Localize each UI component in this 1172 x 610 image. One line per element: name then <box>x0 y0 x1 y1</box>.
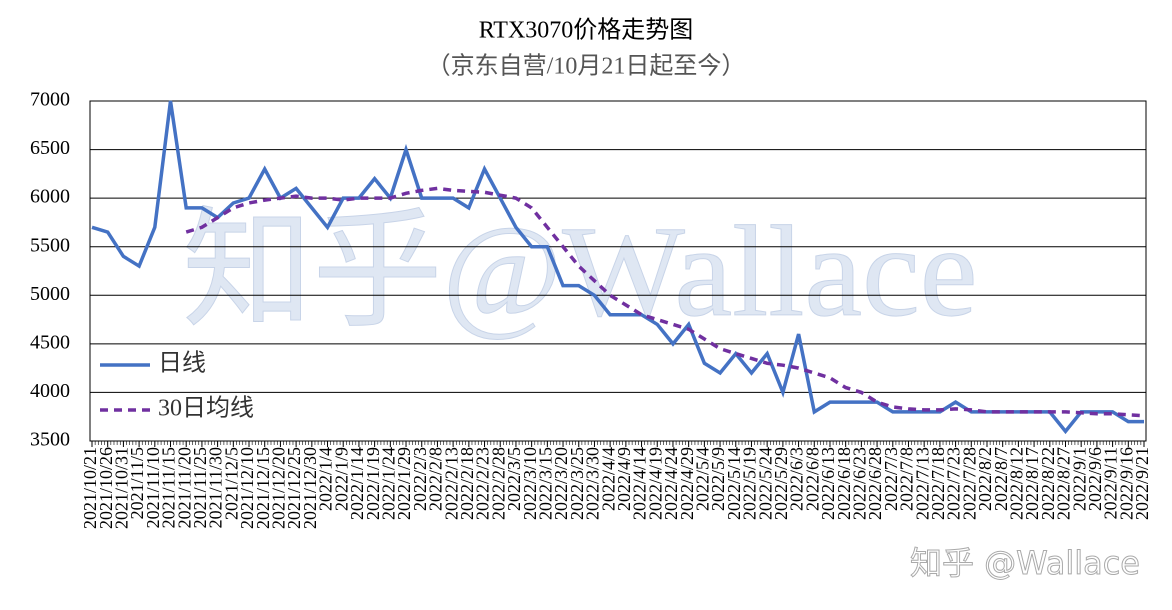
series-line <box>185 186 1145 418</box>
x-tick-label: 2022/1/14 <box>347 447 367 520</box>
x-tick-label: 2022/2/18 <box>457 447 477 520</box>
x-tick-label: 2022/6/23 <box>849 447 869 520</box>
y-tick-label: 5500 <box>30 234 70 256</box>
x-tick-label: 2022/3/25 <box>567 447 587 520</box>
x-tick-label: 2022/4/29 <box>677 447 697 520</box>
x-tick-label: 2022/5/14 <box>724 447 744 520</box>
x-tick-label: 2021/11/10 <box>143 447 163 528</box>
x-tick-label: 2022/6/28 <box>865 447 885 520</box>
x-tick-label: 2022/3/10 <box>520 447 540 520</box>
x-tick-label: 2022/8/7 <box>991 447 1011 511</box>
x-tick-label: 2022/3/20 <box>551 447 571 520</box>
x-tick-label: 2022/6/18 <box>834 447 854 520</box>
plot-frame <box>89 100 1147 442</box>
x-tick-label: 2022/3/30 <box>583 447 603 520</box>
x-tick-label: 2022/4/24 <box>661 447 681 520</box>
y-tick-label: 4500 <box>30 331 70 353</box>
x-tick-label: 2021/12/30 <box>300 447 320 529</box>
x-tick-label: 2021/10/26 <box>96 447 116 529</box>
x-tick-label: 2022/2/13 <box>441 447 461 520</box>
x-tick-label: 2022/3/5 <box>504 447 524 511</box>
x-tick-label: 2022/2/28 <box>488 447 508 520</box>
y-tick-label: 5000 <box>30 283 70 305</box>
x-tick-label: 2021/10/21 <box>80 447 100 529</box>
x-tick-label: 2022/7/8 <box>897 447 917 511</box>
x-tick-label: 2021/10/31 <box>112 447 132 529</box>
x-tick-label: 2022/9/11 <box>1101 447 1121 519</box>
chart-title: RTX3070价格走势图 <box>479 17 694 44</box>
x-tick-label: 2022/8/17 <box>1022 447 1042 520</box>
x-tick-label: 2021/12/15 <box>253 447 273 529</box>
x-tick-label: 2022/1/9 <box>331 447 351 511</box>
x-tick-label: 2022/6/8 <box>802 447 822 511</box>
x-tick-label: 2022/7/23 <box>944 447 964 520</box>
y-tick-label: 4000 <box>30 380 70 402</box>
x-tick-label: 2021/11/5 <box>127 447 147 519</box>
x-tick-label: 2022/9/21 <box>1132 447 1152 520</box>
y-tick-label: 6000 <box>30 186 70 208</box>
x-tick-label: 2022/3/15 <box>535 447 555 520</box>
x-tick-label: 2021/12/20 <box>269 447 289 529</box>
x-tick-label: 2022/1/24 <box>378 447 398 520</box>
x-tick-label: 2022/8/27 <box>1054 447 1074 520</box>
x-tick-label: 2022/4/14 <box>630 447 650 520</box>
x-tick-label: 2022/4/9 <box>614 447 634 511</box>
x-tick-label: 2022/5/29 <box>771 447 791 520</box>
x-tick-label: 2022/8/2 <box>975 447 995 511</box>
y-tick-label: 7000 <box>30 89 70 111</box>
y-tick-label: 3500 <box>30 429 70 451</box>
watermark: 知乎@Wallace <box>182 200 977 344</box>
footer-watermark: 知乎 @Wallace <box>910 544 1140 582</box>
x-tick-label: 2022/6/13 <box>818 447 838 520</box>
chart-subtitle: （京东自营/10月21日起至今） <box>427 53 746 80</box>
x-tick-label: 2022/9/1 <box>1069 447 1089 511</box>
y-tick-label: 6500 <box>30 137 70 159</box>
x-tick-label: 2022/7/28 <box>959 447 979 520</box>
x-tick-label: 2022/2/8 <box>426 447 446 511</box>
x-tick-label: 2022/7/13 <box>912 447 932 520</box>
x-tick-label: 2021/12/5 <box>221 447 241 520</box>
x-tick-label: 2021/12/25 <box>284 447 304 529</box>
x-tick-label: 2022/4/4 <box>598 447 618 511</box>
x-tick-label: 2022/1/29 <box>394 447 414 520</box>
x-tick-label: 2022/1/19 <box>363 447 383 520</box>
x-tick-label: 2022/5/24 <box>755 447 775 520</box>
legend-label: 30日均线 <box>158 395 254 422</box>
legend-label: 日线 <box>158 350 206 377</box>
x-tick-label: 2022/5/4 <box>692 447 712 511</box>
x-tick-label: 2022/5/19 <box>740 447 760 520</box>
x-tick-label: 2021/11/25 <box>190 447 210 528</box>
x-tick-label: 2022/7/3 <box>881 447 901 511</box>
x-tick-label: 2022/4/19 <box>645 447 665 520</box>
x-tick-label: 2022/5/9 <box>708 447 728 511</box>
x-tick-label: 2021/11/15 <box>159 447 179 528</box>
x-tick-label: 2022/9/16 <box>1116 447 1136 520</box>
x-tick-label: 2022/8/22 <box>1038 447 1058 520</box>
x-tick-label: 2022/8/12 <box>1007 447 1027 520</box>
x-tick-label: 2022/6/3 <box>787 447 807 511</box>
x-tick-label: 2021/11/30 <box>206 447 226 528</box>
x-tick-label: 2022/9/6 <box>1085 447 1105 511</box>
x-tick-label: 2021/12/10 <box>237 447 257 529</box>
x-tick-label: 2022/2/3 <box>410 447 430 511</box>
x-tick-label: 2022/2/23 <box>473 447 493 520</box>
x-tick-label: 2021/11/20 <box>174 447 194 528</box>
x-tick-label: 2022/7/18 <box>928 447 948 520</box>
x-tick-label: 2022/1/4 <box>316 447 336 511</box>
